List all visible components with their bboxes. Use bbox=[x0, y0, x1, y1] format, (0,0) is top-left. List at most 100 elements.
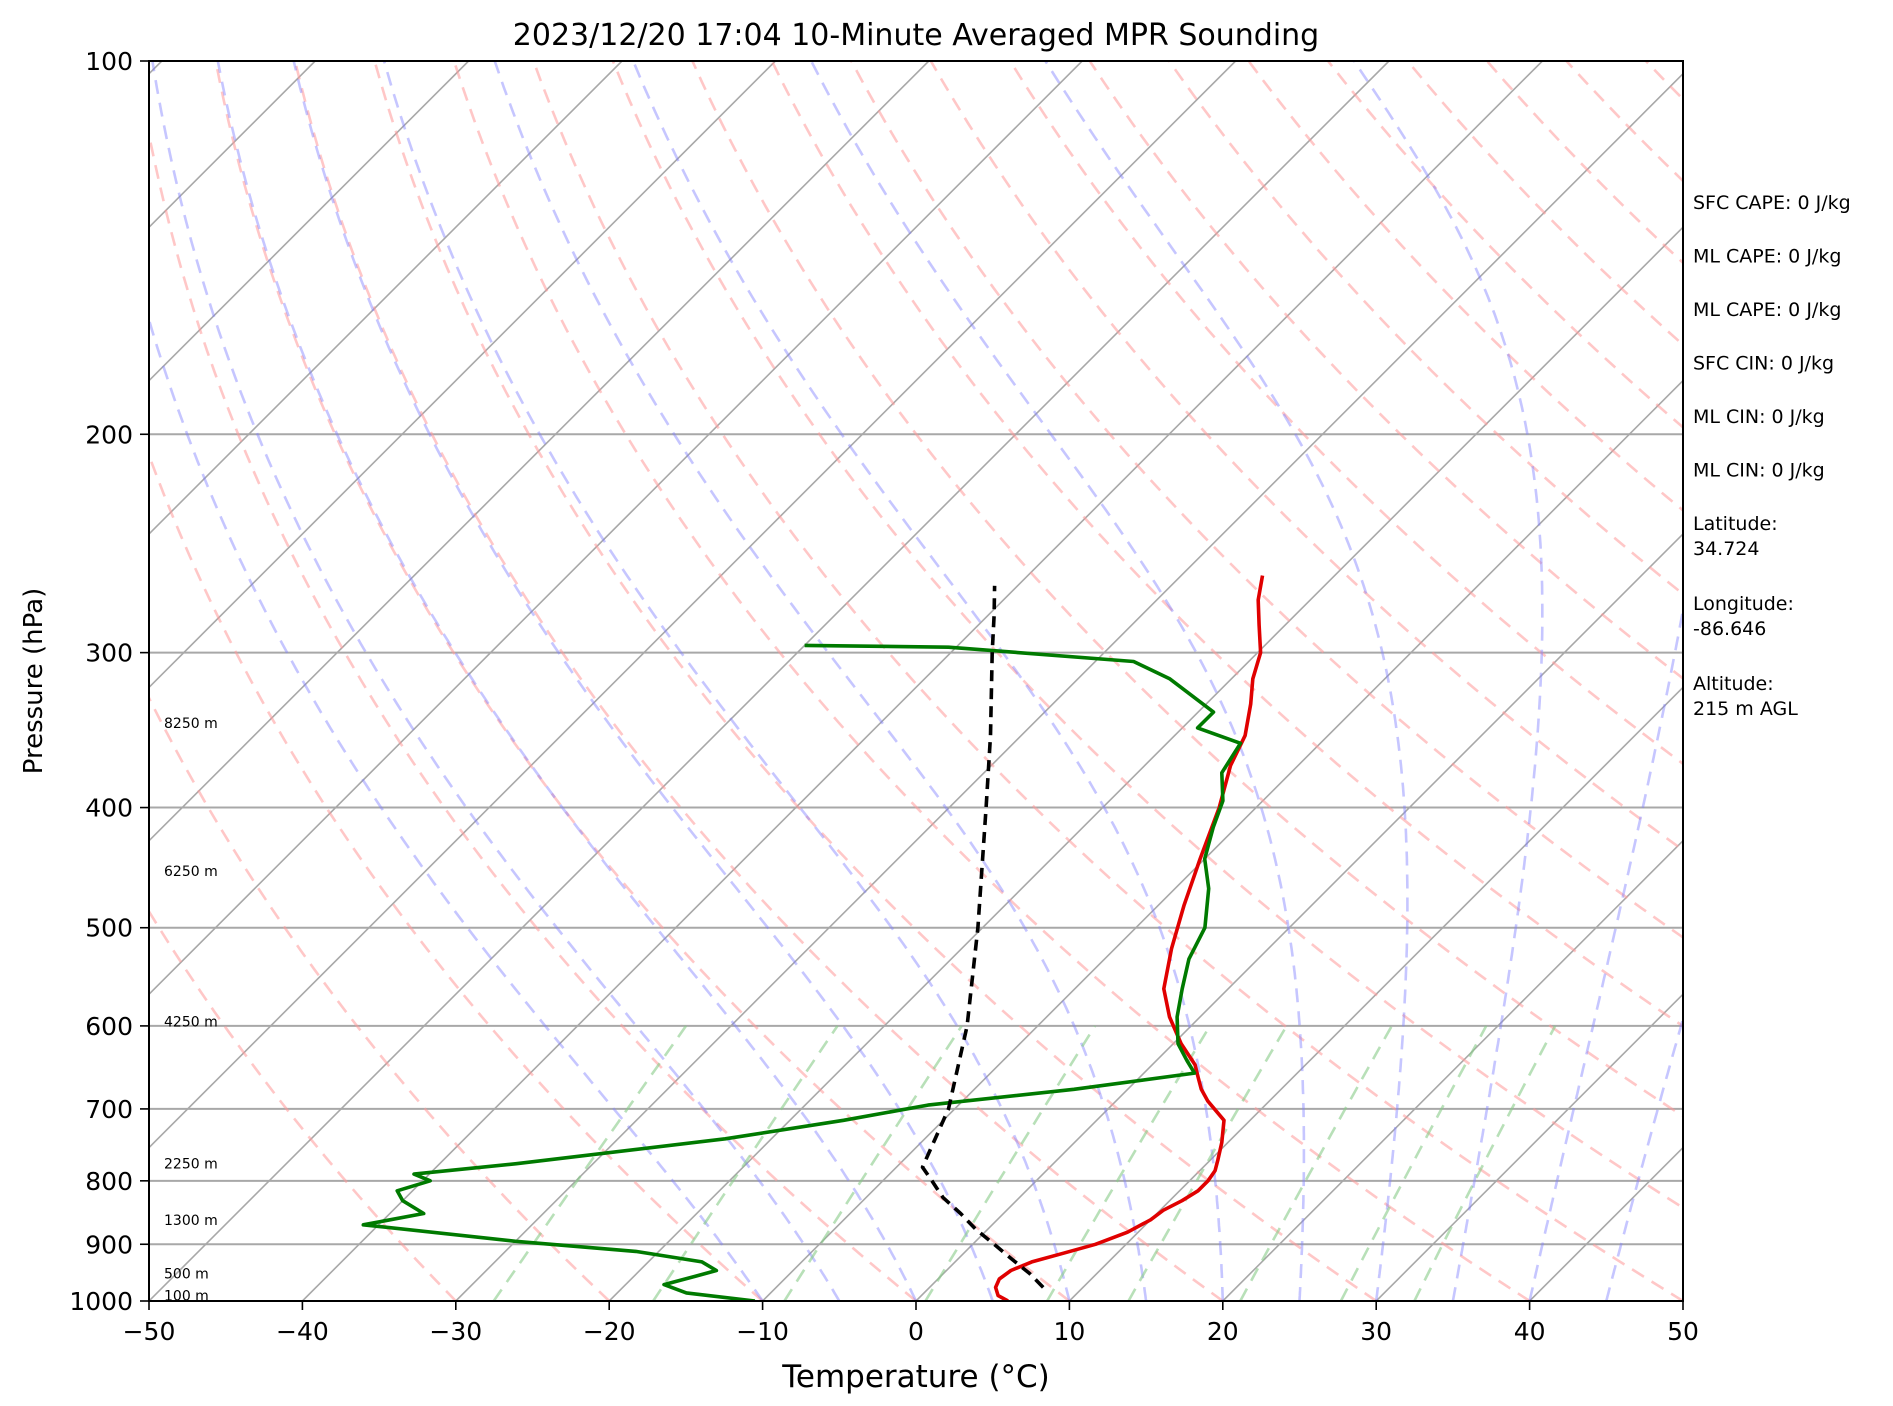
moist-adiabat-line bbox=[493, 61, 1148, 1301]
dry-adiabat-line bbox=[1088, 61, 1683, 681]
dry-adiabat-line bbox=[611, 61, 1683, 1210]
y-tick-label: 800 bbox=[85, 1167, 133, 1196]
info-label: Latitude: bbox=[1693, 513, 1778, 535]
y-tick-label: 300 bbox=[85, 639, 133, 668]
mixing-ratio-line bbox=[1413, 1025, 1557, 1301]
height-label: 500 m bbox=[164, 1266, 209, 1282]
x-tick-label: −10 bbox=[736, 1317, 789, 1346]
moist-adiabat-line bbox=[382, 61, 1071, 1301]
pressure-grid bbox=[149, 61, 1683, 1301]
height-label: 1300 m bbox=[164, 1213, 218, 1229]
dry-adiabat-line bbox=[373, 61, 1377, 1301]
y-tick-label: 100 bbox=[85, 47, 133, 76]
isotherm-line bbox=[1375, 993, 1683, 1301]
mixing-ratio-line bbox=[1339, 1025, 1488, 1301]
dry-adiabat-line bbox=[149, 909, 457, 1301]
dry-adiabats bbox=[149, 61, 1683, 1301]
dry-adiabat-line bbox=[452, 61, 1531, 1301]
moist-adiabat-line bbox=[1044, 61, 1409, 1301]
x-tick-label: 50 bbox=[1667, 1317, 1699, 1346]
isotherm-line bbox=[0, 61, 8, 1301]
y-tick-label: 200 bbox=[85, 420, 133, 449]
x-tick-label: −40 bbox=[276, 1317, 329, 1346]
info-label: ML CIN: 0 J/kg bbox=[1693, 406, 1825, 428]
info-value: 215 m AGL bbox=[1693, 698, 1798, 720]
x-tick-label: −20 bbox=[583, 1317, 636, 1346]
isotherm-line bbox=[1068, 686, 1683, 1301]
y-axis-ticks: 1000 900 800 700 600 500 400 300 200 100 bbox=[69, 47, 149, 1316]
mixing-ratio-line bbox=[1045, 1025, 1212, 1301]
isotherm-line bbox=[762, 379, 1683, 1301]
dry-adiabat-line bbox=[691, 61, 1683, 1118]
x-axis-ticks: −50 −40 −30 −20 −10 0 10 20 30 40 50 bbox=[123, 1301, 1699, 1346]
isotherms bbox=[0, 61, 1683, 1301]
isotherm-line bbox=[608, 226, 1683, 1301]
isotherm-line bbox=[149, 61, 470, 382]
info-value: -86.646 bbox=[1693, 618, 1766, 640]
y-tick-label: 1000 bbox=[69, 1287, 133, 1316]
mixing-ratio-line bbox=[492, 1025, 688, 1301]
info-label: ML CAPE: 0 J/kg bbox=[1693, 299, 1841, 321]
isotherm-line bbox=[149, 61, 623, 536]
moist-adiabat-line bbox=[216, 61, 918, 1301]
chart-title: 2023/12/20 17:04 10-Minute Averaged MPR … bbox=[513, 18, 1319, 53]
isotherm-line bbox=[1222, 839, 1683, 1301]
x-tick-label: 40 bbox=[1514, 1317, 1546, 1346]
plot-area: 100 m 500 m 1300 m 2250 m 4250 m 6250 m 8250 m bbox=[0, 61, 1683, 1305]
parcel-profile-line bbox=[920, 585, 1045, 1289]
mixing-ratio-lines bbox=[492, 1025, 1557, 1301]
mixing-ratio-line bbox=[783, 1025, 963, 1301]
dry-adiabat-line bbox=[1168, 61, 1683, 596]
dry-adiabat-line bbox=[1326, 61, 1683, 430]
info-label: Longitude: bbox=[1693, 593, 1794, 615]
dry-adiabat-line bbox=[770, 61, 1683, 1028]
moist-adiabat-line bbox=[1353, 61, 1544, 1301]
isotherm-line bbox=[149, 61, 1083, 996]
x-axis-label: Temperature (°C) bbox=[781, 1359, 1050, 1395]
dry-adiabat-line bbox=[149, 127, 917, 1301]
moist-adiabat-line bbox=[632, 61, 1225, 1301]
moist-adiabats bbox=[149, 61, 1683, 1301]
info-value: 34.724 bbox=[1693, 538, 1759, 560]
plot-frame bbox=[148, 60, 1684, 1302]
info-label: ML CAPE: 0 J/kg bbox=[1693, 246, 1841, 268]
y-tick-label: 900 bbox=[85, 1230, 133, 1259]
dry-adiabat-line bbox=[532, 61, 1683, 1301]
dewpoint-profile-line bbox=[361, 643, 1243, 1301]
dry-adiabat-line bbox=[1009, 61, 1683, 766]
dry-adiabat-line bbox=[293, 61, 1224, 1301]
mixing-ratio-line bbox=[652, 1025, 839, 1301]
isotherm-line bbox=[149, 61, 776, 689]
dry-adiabat-line bbox=[149, 695, 611, 1301]
isotherm-line bbox=[149, 61, 1237, 1149]
y-tick-label: 600 bbox=[85, 1012, 133, 1041]
moist-adiabat-line bbox=[1528, 602, 1683, 1301]
isotherm-line bbox=[455, 72, 1683, 1301]
isotherm-line bbox=[301, 61, 1543, 1301]
temperature-profile-line bbox=[993, 575, 1265, 1301]
sounding-profiles bbox=[361, 575, 1265, 1301]
y-axis-label: Pressure (hPa) bbox=[19, 588, 49, 775]
x-tick-label: 0 bbox=[908, 1317, 924, 1346]
y-tick-label: 400 bbox=[85, 794, 133, 823]
moist-adiabat-line bbox=[151, 61, 841, 1301]
height-label: 6250 m bbox=[164, 864, 218, 880]
info-label: SFC CAPE: 0 J/kg bbox=[1693, 192, 1851, 214]
x-tick-label: 20 bbox=[1207, 1317, 1239, 1346]
info-label: SFC CIN: 0 J/kg bbox=[1693, 353, 1834, 375]
moist-adiabat-line bbox=[810, 61, 1306, 1301]
info-label: ML CIN: 0 J/kg bbox=[1693, 460, 1825, 482]
y-tick-label: 500 bbox=[85, 914, 133, 943]
height-label: 100 m bbox=[164, 1289, 209, 1305]
x-tick-label: 10 bbox=[1053, 1317, 1085, 1346]
x-tick-label: 30 bbox=[1360, 1317, 1392, 1346]
height-label: 4250 m bbox=[164, 1014, 218, 1030]
mixing-ratio-line bbox=[924, 1025, 1097, 1301]
isotherm-line bbox=[149, 61, 1390, 1301]
dry-adiabat-line bbox=[850, 61, 1683, 940]
y-tick-label: 700 bbox=[85, 1095, 133, 1124]
info-panel: SFC CAPE: 0 J/kg ML CAPE: 0 J/kg ML CAPE: … bbox=[1693, 192, 1851, 720]
height-label: 8250 m bbox=[164, 716, 218, 732]
moist-adiabat-line bbox=[292, 61, 994, 1301]
